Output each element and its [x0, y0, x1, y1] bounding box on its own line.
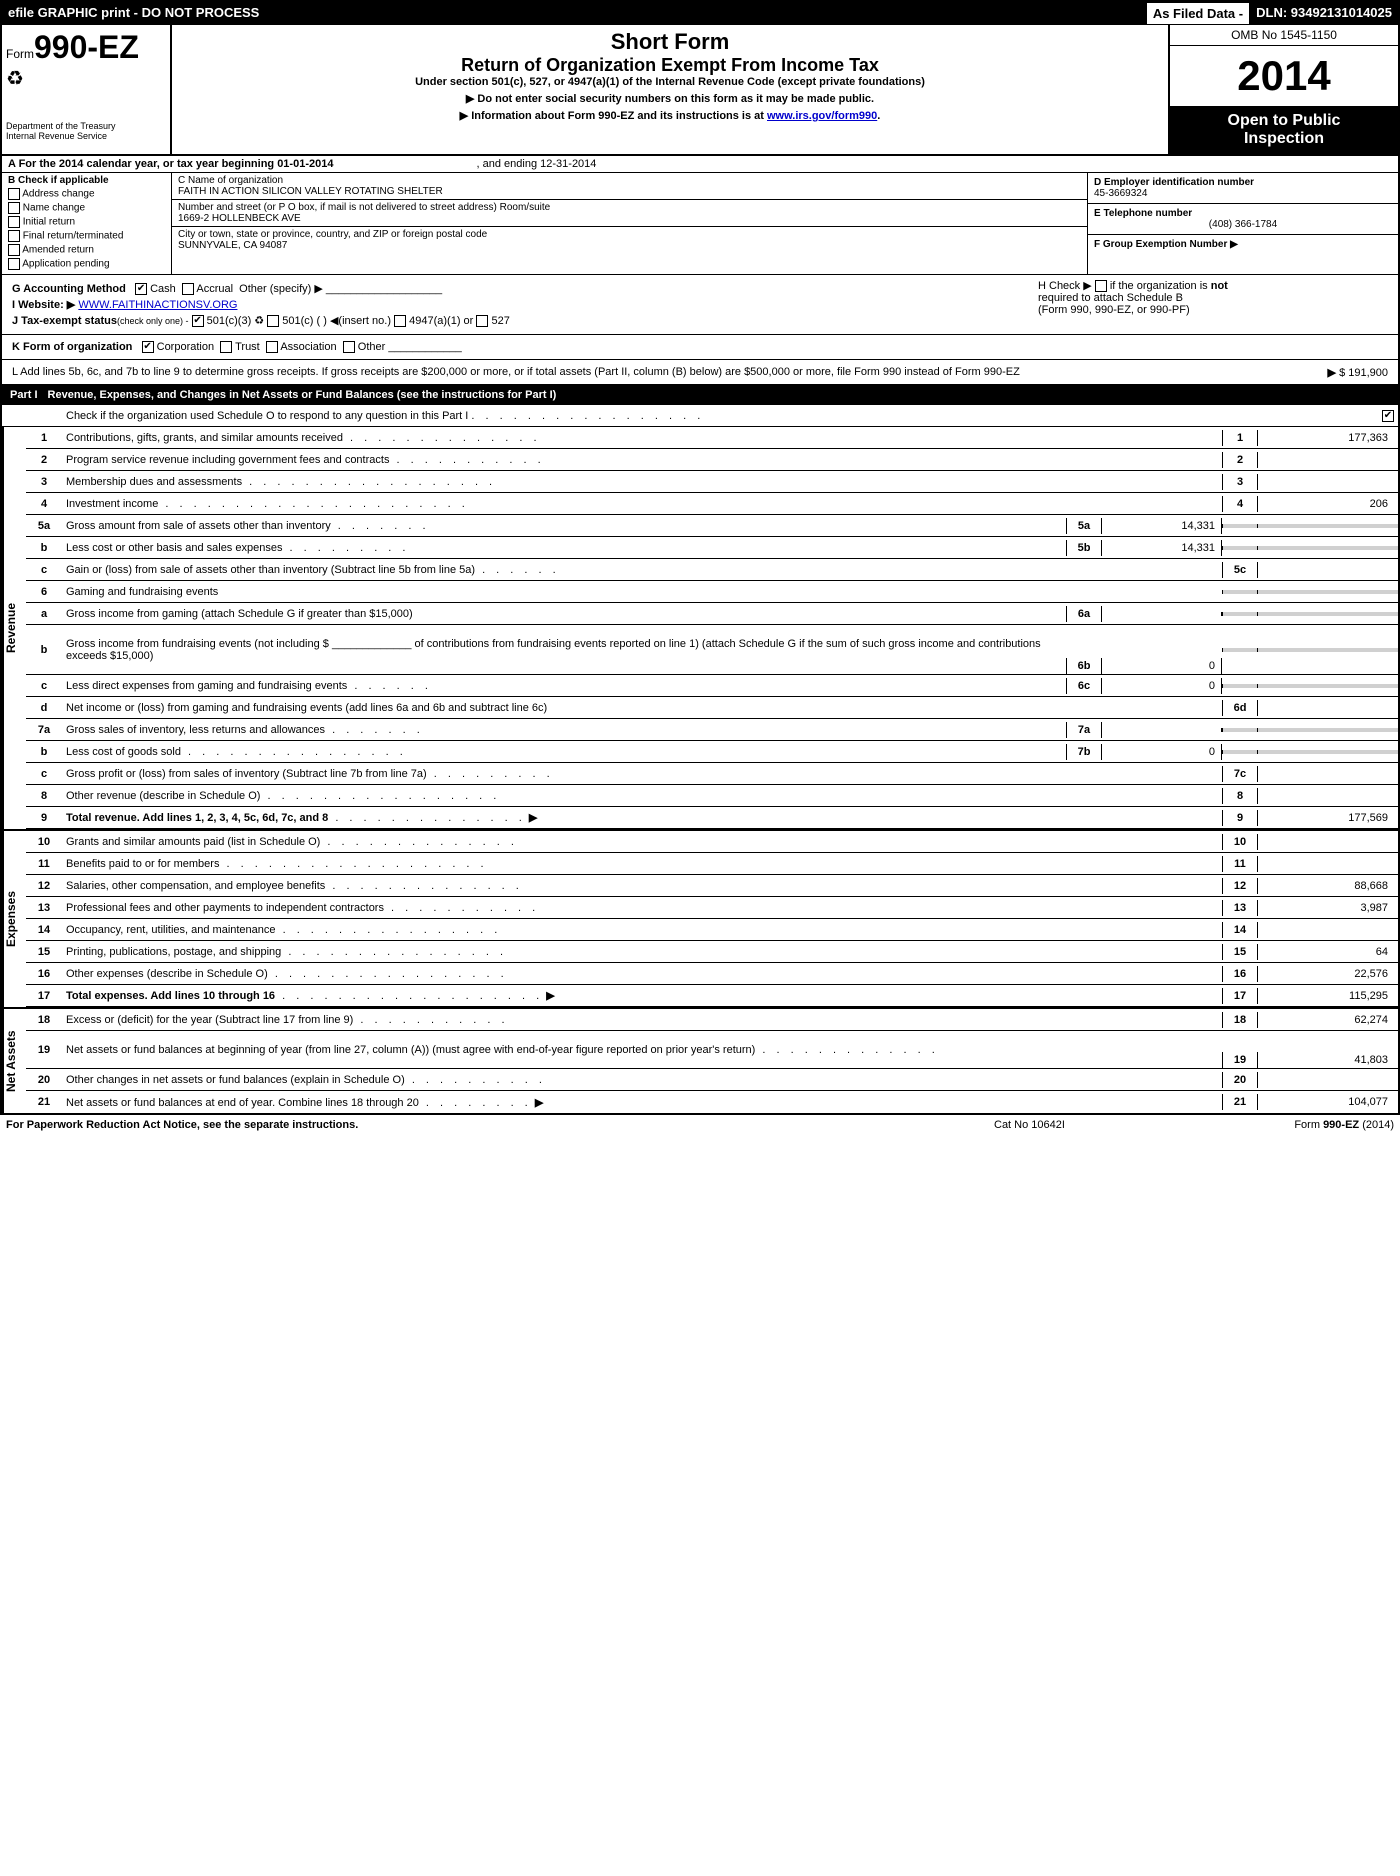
cb-accrual[interactable] — [182, 283, 194, 295]
topbar-mid: As Filed Data - — [1146, 2, 1250, 25]
cb-cash[interactable]: ✔ — [135, 283, 147, 295]
section-j: J Tax-exempt status(check only one) - ✔ … — [12, 314, 1018, 327]
topbar-dln: DLN: 93492131014025 — [1250, 2, 1398, 25]
cb-trust[interactable] — [220, 341, 232, 353]
line16-value: 22,576 — [1258, 966, 1398, 982]
header-left: Form990-EZ ♻ Department of the Treasury … — [2, 25, 172, 154]
line19-value: 41,803 — [1258, 1052, 1398, 1068]
section-c: C Name of organization FAITH IN ACTION S… — [172, 173, 1088, 274]
expenses-label: Expenses — [2, 831, 26, 1007]
section-gh: G Accounting Method ✔ Cash Accrual Other… — [2, 274, 1398, 334]
recycle-icon: ♻ — [6, 66, 166, 91]
line4-value: 206 — [1258, 496, 1398, 512]
netassets-label: Net Assets — [2, 1009, 26, 1113]
irs-link[interactable]: www.irs.gov/form990 — [767, 110, 877, 122]
footer-notice: For Paperwork Reduction Act Notice, see … — [6, 1119, 994, 1131]
website-link[interactable]: WWW.FAITHINACTIONSV.ORG — [78, 299, 237, 311]
cb-address-change[interactable] — [8, 188, 20, 200]
part1-header: Part I Revenue, Expenses, and Changes in… — [2, 385, 1398, 405]
line1-value: 177,363 — [1258, 430, 1398, 446]
line17-value: 115,295 — [1258, 988, 1398, 1004]
topbar-left: efile GRAPHIC print - DO NOT PROCESS — [2, 2, 1146, 25]
cb-association[interactable] — [266, 341, 278, 353]
section-g: G Accounting Method ✔ Cash Accrual Other… — [12, 282, 1018, 295]
tax-year: 2014 — [1170, 46, 1398, 106]
section-h: H Check ▶ if the organization is not req… — [1028, 275, 1398, 334]
org-name: FAITH IN ACTION SILICON VALLEY ROTATING … — [178, 186, 1081, 197]
cb-schedule-b[interactable] — [1095, 280, 1107, 292]
omb-number: OMB No 1545-1150 — [1170, 25, 1398, 46]
dept-irs: Internal Revenue Service — [6, 131, 166, 141]
expenses-section: Expenses 10Grants and similar amounts pa… — [2, 829, 1398, 1007]
revenue-label: Revenue — [2, 427, 26, 829]
gross-receipts: $ 191,900 — [1339, 367, 1388, 379]
form-prefix: Form — [6, 47, 34, 61]
section-b: B Check if applicable Address change Nam… — [2, 173, 172, 274]
open-public: Open to Public Inspection — [1170, 106, 1398, 154]
line13-value: 3,987 — [1258, 900, 1398, 916]
header-mid: Short Form Return of Organization Exempt… — [172, 25, 1168, 154]
ein: 45-3669324 — [1094, 188, 1392, 199]
footer: For Paperwork Reduction Act Notice, see … — [0, 1115, 1400, 1135]
cb-name-change[interactable] — [8, 202, 20, 214]
section-def: D Employer identification number 45-3669… — [1088, 173, 1398, 274]
title-short-form: Short Form — [182, 29, 1158, 55]
line18-value: 62,274 — [1258, 1012, 1398, 1028]
line6b-value: 0 — [1102, 658, 1222, 674]
netassets-section: Net Assets 18Excess or (deficit) for the… — [2, 1007, 1398, 1113]
line6c-value: 0 — [1102, 678, 1222, 694]
line5b-value: 14,331 — [1102, 540, 1222, 556]
line5a-value: 14,331 — [1102, 518, 1222, 534]
line21-value: 104,077 — [1258, 1094, 1398, 1110]
topbar: efile GRAPHIC print - DO NOT PROCESS As … — [2, 2, 1398, 25]
note-ssn: ▶ Do not enter social security numbers o… — [182, 92, 1158, 105]
dept-treasury: Department of the Treasury — [6, 121, 166, 131]
cb-initial-return[interactable] — [8, 216, 20, 228]
line9-value: 177,569 — [1258, 810, 1398, 826]
cb-4947[interactable] — [394, 315, 406, 327]
section-k: K Form of organization ✔ Corporation Tru… — [2, 334, 1398, 360]
cb-schedule-o[interactable]: ✔ — [1382, 410, 1394, 422]
footer-form: Form 990-EZ (2014) — [1194, 1119, 1394, 1131]
title-return: Return of Organization Exempt From Incom… — [182, 55, 1158, 76]
line12-value: 88,668 — [1258, 878, 1398, 894]
cb-other-org[interactable] — [343, 341, 355, 353]
group-exemption: F Group Exemption Number ▶ — [1094, 239, 1238, 250]
section-a: A For the 2014 calendar year, or tax yea… — [2, 156, 1398, 173]
section-i: I Website: ▶ WWW.FAITHINACTIONSV.ORG — [12, 298, 1018, 311]
line7b-value: 0 — [1102, 744, 1222, 760]
cb-501c[interactable] — [267, 315, 279, 327]
telephone: (408) 366-1784 — [1094, 219, 1392, 230]
org-street: 1669-2 HOLLENBECK AVE — [178, 213, 1081, 224]
footer-catno: Cat No 10642I — [994, 1119, 1194, 1131]
line15-value: 64 — [1258, 944, 1398, 960]
cb-527[interactable] — [476, 315, 488, 327]
part1-check: Check if the organization used Schedule … — [2, 405, 1398, 427]
cb-501c3[interactable]: ✔ — [192, 315, 204, 327]
form-990ez: efile GRAPHIC print - DO NOT PROCESS As … — [0, 0, 1400, 1115]
header-right: OMB No 1545-1150 2014 Open to Public Ins… — [1168, 25, 1398, 154]
revenue-section: Revenue 1Contributions, gifts, grants, a… — [2, 427, 1398, 829]
header: Form990-EZ ♻ Department of the Treasury … — [2, 25, 1398, 156]
form-number: 990-EZ — [34, 29, 139, 65]
subtitle: Under section 501(c), 527, or 4947(a)(1)… — [182, 76, 1158, 88]
note-info: ▶ Information about Form 990-EZ and its … — [182, 109, 1158, 122]
cb-application-pending[interactable] — [8, 258, 20, 270]
section-bc: B Check if applicable Address change Nam… — [2, 173, 1398, 274]
org-city: SUNNYVALE, CA 94087 — [178, 240, 1081, 251]
cb-amended-return[interactable] — [8, 244, 20, 256]
cb-corporation[interactable]: ✔ — [142, 341, 154, 353]
cb-final-return[interactable] — [8, 230, 20, 242]
section-l: L Add lines 5b, 6c, and 7b to line 9 to … — [2, 360, 1398, 385]
